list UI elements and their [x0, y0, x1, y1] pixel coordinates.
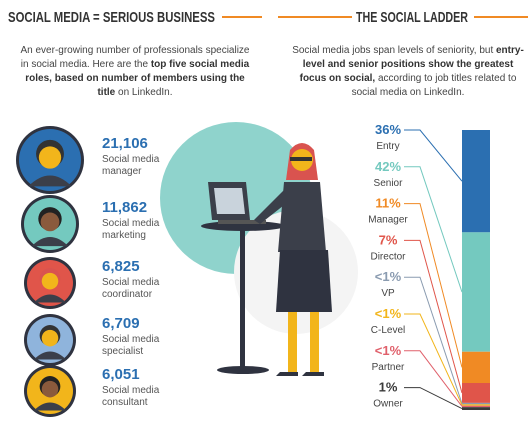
- level-name: Director: [370, 251, 406, 262]
- left-intro: An ever-growing number of professionals …: [18, 44, 252, 100]
- level-percent: <1%: [375, 269, 402, 284]
- avatar-body: [28, 175, 72, 187]
- level-name: Senior: [374, 178, 404, 189]
- intro-text: An ever-growing number of professionals …: [20, 45, 250, 70]
- role-label: Social media: [102, 154, 160, 165]
- role-count: 6,051: [102, 366, 140, 383]
- role-count: 11,862: [102, 199, 147, 216]
- level-percent: 36%: [375, 122, 401, 137]
- level-name: Manager: [368, 215, 408, 226]
- role-label: marketing: [102, 230, 146, 241]
- connector: [404, 313, 463, 406]
- role-label: manager: [102, 166, 142, 177]
- level-name: Entry: [376, 141, 399, 152]
- avatar-face: [38, 146, 62, 169]
- avatar-body: [31, 237, 69, 247]
- right-intro: Social media jobs span levels of seniori…: [290, 44, 526, 100]
- intro-bold: top five social media roles, based on nu…: [25, 59, 250, 98]
- level-name: Partner: [372, 362, 405, 373]
- level-name: VP: [381, 288, 395, 299]
- role-label: Social media: [102, 385, 160, 396]
- connector: [404, 129, 463, 182]
- avatar-face: [41, 329, 59, 347]
- ladder-segment: [462, 382, 490, 403]
- avatar-face: [41, 272, 59, 290]
- connector: [404, 203, 463, 368]
- role-label: consultant: [102, 397, 148, 408]
- intro-bold: entry-level and senior positions show th…: [299, 45, 524, 84]
- role-count: 6,709: [102, 315, 140, 332]
- level-percent: 7%: [379, 232, 398, 247]
- ladder-segment: [462, 404, 490, 406]
- illustration: [160, 122, 358, 376]
- connector: [404, 387, 463, 410]
- connector: [404, 276, 463, 404]
- intro-text: on LinkedIn.: [115, 87, 173, 98]
- level-name: C-Level: [371, 325, 405, 336]
- level-percent: 42%: [375, 159, 401, 174]
- connector: [404, 350, 463, 407]
- connector: [404, 166, 463, 293]
- role-count: 21,106: [102, 135, 148, 152]
- level-percent: 1%: [379, 380, 398, 395]
- ladder-segment: [462, 402, 490, 405]
- ladder-segment: [462, 232, 490, 352]
- ladder-segment: [462, 405, 490, 408]
- avatar-face: [40, 212, 60, 232]
- level-percent: <1%: [375, 306, 402, 321]
- level-percent: 11%: [375, 196, 401, 211]
- role-label: Social media: [102, 334, 160, 345]
- intro-text: Social media jobs span levels of seniori…: [292, 45, 496, 56]
- level-name: Owner: [373, 399, 403, 410]
- level-percent: <1%: [375, 343, 402, 358]
- role-label: Social media: [102, 218, 160, 229]
- avatar-body: [33, 351, 67, 360]
- role-label: Social media: [102, 277, 160, 288]
- avatar-body: [33, 402, 67, 411]
- ladder-segment: [462, 130, 490, 233]
- ladder-segment: [462, 351, 490, 383]
- avatar-face: [41, 380, 59, 398]
- role-label: coordinator: [102, 289, 153, 300]
- left-title: SOCIAL MEDIA = SERIOUS BUSINESS: [8, 9, 215, 26]
- avatar-body: [33, 294, 67, 303]
- connector: [404, 239, 463, 394]
- ladder-segment: [462, 407, 490, 410]
- role-count: 6,825: [102, 258, 140, 275]
- intro-text: according to job titles related to socia…: [351, 73, 517, 98]
- role-label: specialist: [102, 346, 143, 357]
- right-title: THE SOCIAL LADDER: [356, 9, 468, 26]
